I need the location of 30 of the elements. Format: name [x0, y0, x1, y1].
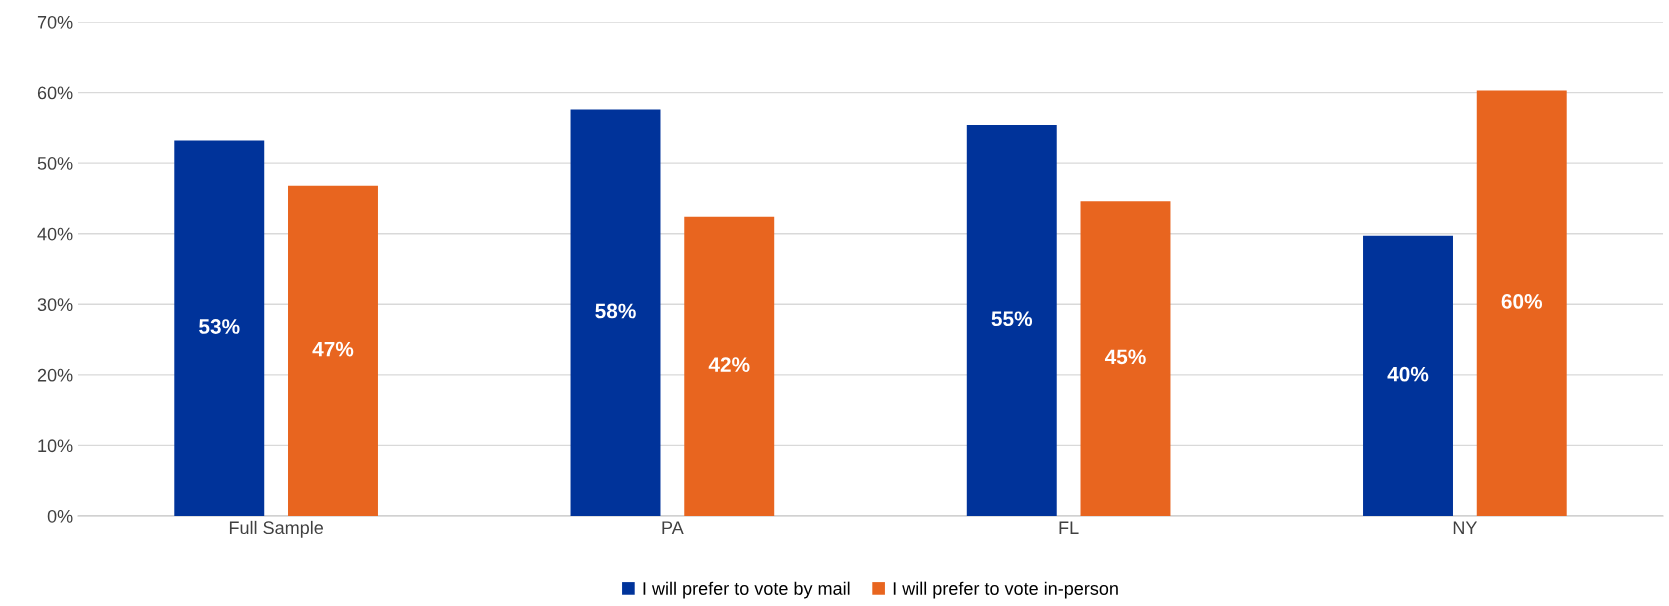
y-tick-label: 60% [37, 86, 73, 100]
y-tick-label: 50% [37, 157, 73, 170]
y-tick-label: 0% [47, 509, 73, 523]
y-tick-label: 10% [38, 439, 73, 453]
x-tick-label: FL [1059, 521, 1079, 534]
bar [288, 185, 378, 516]
bar [684, 216, 775, 516]
y-tick-label: 20% [37, 368, 73, 382]
data-label: 58% [595, 303, 636, 319]
x-tick-label: PA [662, 521, 684, 534]
bar [1363, 235, 1453, 516]
bar [174, 140, 265, 516]
x-tick-label: Full Sample [229, 520, 323, 538]
y-tick-label: 40% [37, 227, 73, 241]
legend-label: I will prefer to vote in-person [893, 581, 1118, 599]
x-tick-label: NY [1453, 521, 1478, 534]
bar [966, 125, 1057, 516]
bar [1476, 90, 1567, 516]
data-label: 55% [991, 311, 1033, 327]
bar [1080, 201, 1171, 516]
data-label: 45% [1104, 349, 1146, 365]
legend-label: I will prefer to vote by mail [643, 581, 850, 599]
data-label: 47% [312, 341, 354, 357]
data-label: 40% [1387, 366, 1429, 382]
data-label: 53% [199, 319, 240, 334]
bar [570, 109, 661, 516]
data-label: 60% [1501, 294, 1543, 309]
data-label: 42% [708, 357, 750, 372]
y-tick-label: 30% [37, 298, 73, 312]
y-tick-label: 70% [37, 15, 73, 29]
